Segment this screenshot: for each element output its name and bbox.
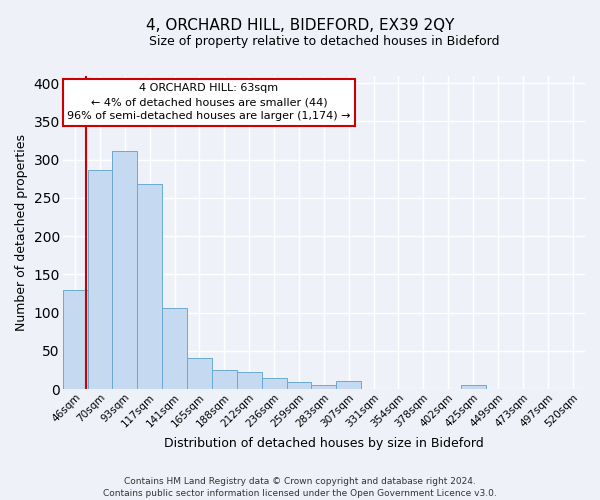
- Text: 4 ORCHARD HILL: 63sqm
← 4% of detached houses are smaller (44)
96% of semi-detac: 4 ORCHARD HILL: 63sqm ← 4% of detached h…: [67, 84, 351, 122]
- Text: Contains HM Land Registry data © Crown copyright and database right 2024.
Contai: Contains HM Land Registry data © Crown c…: [103, 476, 497, 498]
- Bar: [287, 382, 311, 389]
- Bar: [237, 372, 262, 389]
- Bar: [137, 184, 162, 389]
- Bar: [162, 308, 187, 389]
- Bar: [336, 382, 361, 389]
- Bar: [212, 370, 237, 389]
- X-axis label: Distribution of detached houses by size in Bideford: Distribution of detached houses by size …: [164, 437, 484, 450]
- Bar: [262, 378, 287, 389]
- Bar: [63, 290, 88, 389]
- Y-axis label: Number of detached properties: Number of detached properties: [15, 134, 28, 331]
- Title: Size of property relative to detached houses in Bideford: Size of property relative to detached ho…: [149, 35, 499, 48]
- Bar: [461, 385, 485, 389]
- Bar: [112, 151, 137, 389]
- Bar: [187, 358, 212, 389]
- Bar: [311, 385, 336, 389]
- Text: 4, ORCHARD HILL, BIDEFORD, EX39 2QY: 4, ORCHARD HILL, BIDEFORD, EX39 2QY: [146, 18, 454, 32]
- Bar: [88, 170, 112, 389]
